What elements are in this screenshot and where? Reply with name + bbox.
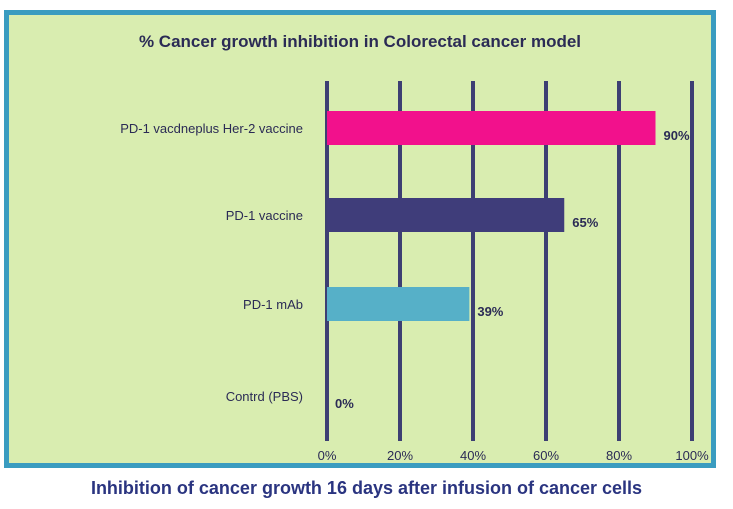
data-label-1: 65%	[572, 215, 598, 230]
bar-2	[327, 287, 470, 321]
x-tick-label-3: 60%	[533, 448, 559, 463]
category-label-3: Contrd (PBS)	[226, 389, 303, 404]
data-label-0: 90%	[664, 128, 690, 143]
category-label-1: PD-1 vaccine	[226, 208, 303, 223]
x-tick-label-1: 20%	[387, 448, 413, 463]
x-tick-label-0: 0%	[318, 448, 337, 463]
chart-caption: Inhibition of cancer growth 16 days afte…	[90, 478, 643, 498]
x-tick-label-2: 40%	[460, 448, 486, 463]
chart-title: % Cancer growth inhibition in Colorectal…	[138, 32, 582, 51]
category-label-0: PD-1 vacdneplus Her-2 vaccine	[120, 121, 303, 136]
data-label-3: 0%	[335, 396, 354, 411]
bar-1	[327, 198, 565, 232]
category-label-2: PD-1 mAb	[243, 297, 303, 312]
bar-chart: 0% 20% 40% 60% 80% 100% PD-1 vacdneplus Her-2 …	[120, 81, 709, 463]
x-tick-label-4: 80%	[606, 448, 632, 463]
data-label-2: 39%	[477, 304, 503, 319]
chart-frame: % Cancer growth inhibition in Colorectal…	[4, 10, 716, 468]
bar-0	[327, 111, 656, 145]
x-tick-label-5: 100%	[675, 448, 709, 463]
